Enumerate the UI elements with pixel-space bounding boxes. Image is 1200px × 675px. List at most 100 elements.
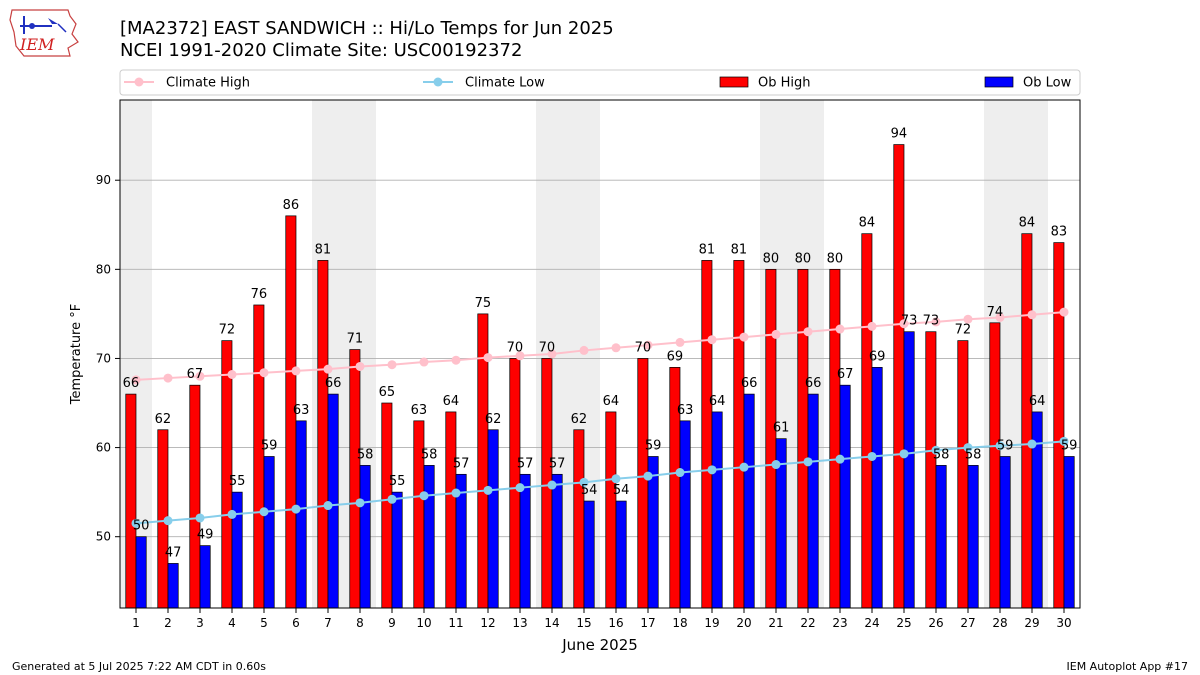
climate-high-point xyxy=(579,345,589,355)
ob-low-label: 61 xyxy=(773,421,790,436)
ob-high-bar xyxy=(125,393,137,609)
climate-low-point xyxy=(387,494,397,504)
ob-high-bar xyxy=(1053,242,1065,609)
x-tick-label: 12 xyxy=(480,616,495,630)
ob-low-bar xyxy=(679,420,691,609)
ob-high-label: 70 xyxy=(507,340,524,355)
x-tick-label: 16 xyxy=(608,616,623,630)
ob-low-bar xyxy=(839,384,851,609)
climate-low-point xyxy=(1059,436,1069,446)
ob-low-label: 55 xyxy=(229,474,246,489)
ob-low-bar xyxy=(743,393,755,609)
ob-low-bar xyxy=(135,536,147,609)
ob-high-bar xyxy=(861,233,873,609)
ob-low-bar xyxy=(423,465,435,609)
iem-logo: IEM xyxy=(9,9,79,57)
climate-low-point xyxy=(611,474,621,484)
climate-high-point xyxy=(899,319,909,329)
ob-high-label: 67 xyxy=(187,367,204,382)
gridlines xyxy=(120,179,1080,538)
ob-low-label: 49 xyxy=(197,528,214,543)
x-tick-label: 9 xyxy=(388,616,396,630)
ob-low-bar xyxy=(519,473,531,609)
climate-high-point xyxy=(355,361,365,371)
climate-high-point xyxy=(451,355,461,365)
ob-low-label: 67 xyxy=(837,367,854,382)
climate-low-point xyxy=(227,509,237,519)
ob-high-label: 84 xyxy=(859,216,876,231)
x-tick-label: 3 xyxy=(196,616,204,630)
climate-high-point xyxy=(483,353,493,363)
x-tick-label: 20 xyxy=(736,616,751,630)
plot-frame xyxy=(119,99,1081,609)
ob-high-label: 81 xyxy=(731,242,748,257)
ob-high-bar xyxy=(317,260,329,609)
chart-title: [MA2372] EAST SANDWICH :: Hi/Lo Temps fo… xyxy=(120,18,614,39)
climate-lines xyxy=(131,307,1069,528)
y-tick-label: 50 xyxy=(96,530,111,544)
climate-high-point xyxy=(931,317,941,327)
ob-high-bar xyxy=(733,260,745,609)
x-tick-label: 7 xyxy=(324,616,332,630)
ob-high-bar xyxy=(605,411,617,609)
legend-marker xyxy=(433,77,443,87)
ob-low-bar xyxy=(263,456,275,609)
ob-low-label: 58 xyxy=(933,447,950,462)
legend: Climate High Climate Low Ob High Ob Low xyxy=(119,69,1081,96)
ob-low-bar xyxy=(871,367,883,609)
climate-low-point xyxy=(163,516,173,526)
legend-label: Climate Low xyxy=(465,76,545,91)
app-label: IEM Autoplot App #17 xyxy=(1066,660,1189,673)
ob-low-bar xyxy=(615,500,627,609)
bar-labels: 66 62 67 72 76 86 81 71 65 63 64 75 70 70 62 64 70 69 81 81… xyxy=(123,127,1078,561)
ob-high-label: 66 xyxy=(123,376,140,391)
climate-high-line xyxy=(135,311,1065,381)
ob-high-label: 70 xyxy=(539,340,556,355)
ob-high-label: 64 xyxy=(443,394,460,409)
x-tick-label: 17 xyxy=(640,616,655,630)
ob-high-label: 80 xyxy=(827,251,844,266)
x-tick-label: 25 xyxy=(896,616,911,630)
ob-low-bar xyxy=(583,500,595,609)
ob-high-bar xyxy=(765,268,777,609)
climate-low-point xyxy=(451,488,461,498)
ob-low-label: 58 xyxy=(421,447,438,462)
climate-low-point xyxy=(931,445,941,455)
ob-low-label: 62 xyxy=(485,412,502,427)
climate-low-point xyxy=(707,465,717,475)
ob-low-bar xyxy=(231,491,243,609)
climate-high-point xyxy=(227,369,237,379)
climate-low-point xyxy=(899,449,909,459)
climate-high-point xyxy=(995,312,1005,322)
ob-high-label: 62 xyxy=(155,412,172,427)
ob-low-bar xyxy=(999,456,1011,609)
ob-low-label: 64 xyxy=(709,394,726,409)
ob-low-bar xyxy=(487,429,499,609)
ob-high-bar xyxy=(253,304,265,609)
ob-high-label: 63 xyxy=(411,403,428,418)
climate-low-point xyxy=(643,471,653,481)
ob-low-label: 66 xyxy=(741,376,758,391)
x-tick-label: 4 xyxy=(228,616,236,630)
ob-high-label: 81 xyxy=(315,242,332,257)
climate-high-point xyxy=(1059,307,1069,317)
climate-low-point xyxy=(995,441,1005,451)
x-tick-label: 11 xyxy=(448,616,463,630)
x-tick-label: 10 xyxy=(416,616,431,630)
climate-low-point xyxy=(547,480,557,490)
climate-high-point xyxy=(547,349,557,359)
ob-high-bar xyxy=(701,260,713,609)
ob-low-bar xyxy=(359,465,371,609)
climate-high-point xyxy=(611,343,621,353)
y-tick-label: 90 xyxy=(96,173,111,187)
ob-low-bar xyxy=(167,563,179,609)
ob-low-label: 59 xyxy=(1061,438,1078,453)
ob-high-bar xyxy=(445,411,457,609)
climate-high-point xyxy=(739,332,749,342)
climate-low-point xyxy=(739,462,749,472)
y-axis-label: Temperature °F xyxy=(69,304,84,405)
climate-high-point xyxy=(387,360,397,370)
x-tick-label: 29 xyxy=(1024,616,1039,630)
x-axis-label: June 2025 xyxy=(561,636,638,654)
